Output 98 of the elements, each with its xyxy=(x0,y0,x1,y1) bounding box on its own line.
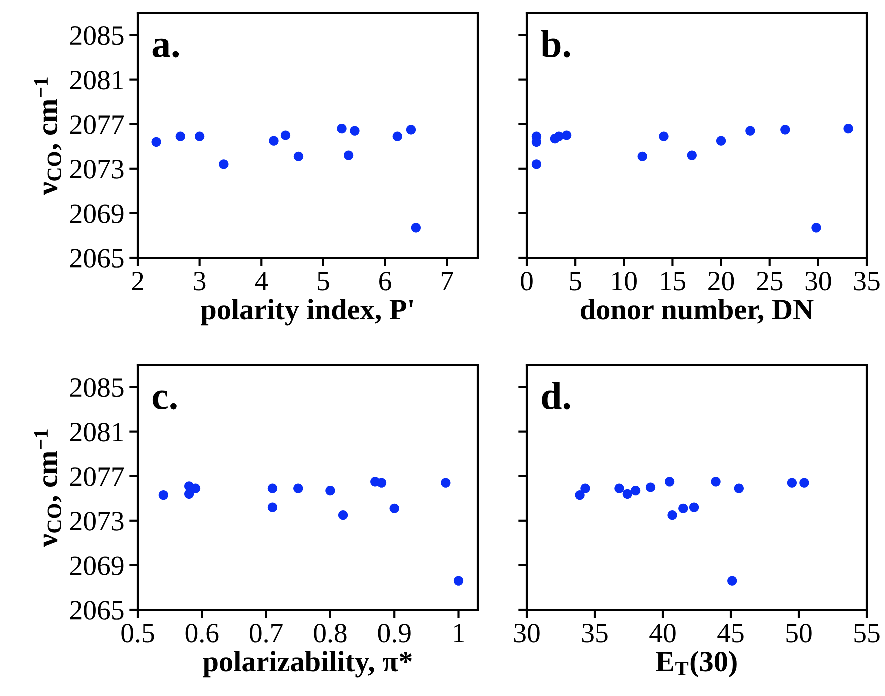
point xyxy=(195,132,205,142)
point xyxy=(787,478,798,488)
point xyxy=(158,490,168,500)
annotation: b. xyxy=(541,30,570,58)
y-tick-label: 2069 xyxy=(70,204,124,224)
point xyxy=(280,130,291,140)
y-tick-label: 2085 xyxy=(70,26,124,46)
point xyxy=(678,504,688,514)
x-tick-label: 35 xyxy=(582,624,608,643)
x-tick-label: 1 xyxy=(454,624,464,642)
annotation: c. xyxy=(152,390,177,410)
x-axis-title: polarizability, π* xyxy=(203,651,412,678)
x-tick-label: 6 xyxy=(380,272,392,291)
point xyxy=(411,223,421,233)
point xyxy=(580,484,590,494)
point xyxy=(344,150,354,160)
point xyxy=(659,132,669,142)
point xyxy=(269,136,279,146)
point xyxy=(630,486,641,496)
point xyxy=(746,126,756,136)
x-tick-label: 25 xyxy=(757,272,783,291)
point xyxy=(689,502,700,512)
point xyxy=(219,160,229,170)
x-axis-title: polarity index, P' xyxy=(201,299,414,326)
point xyxy=(780,125,790,135)
point xyxy=(337,124,347,134)
y-axis-title: ν$_{CO}$, cm$^{−1}$ xyxy=(34,430,62,548)
x-tick-label: 5 xyxy=(318,272,330,291)
point xyxy=(392,132,402,142)
x-tick-label: 3 xyxy=(194,272,206,291)
x-tick-label: 7 xyxy=(442,272,454,290)
y-tick-label: 2081 xyxy=(70,70,124,90)
point xyxy=(190,484,201,494)
point xyxy=(711,477,721,487)
y-tick-label: 2073 xyxy=(70,160,124,179)
y-tick-label: 2073 xyxy=(70,512,124,531)
x-tick-label: 0.8 xyxy=(314,624,347,643)
point xyxy=(622,489,632,499)
point xyxy=(176,132,186,142)
point xyxy=(646,482,656,492)
point xyxy=(294,484,304,494)
point xyxy=(562,130,572,140)
point xyxy=(268,502,278,512)
x-tick-label: 15 xyxy=(661,272,686,291)
x-tick-label: 30 xyxy=(514,624,540,643)
point xyxy=(326,486,336,496)
x-tick-label: 20 xyxy=(708,272,734,291)
x-axis-title: donor number, DN xyxy=(581,299,814,324)
point xyxy=(441,478,451,488)
x-tick-label: 0.9 xyxy=(378,624,411,643)
point xyxy=(350,126,360,136)
point xyxy=(668,510,678,520)
y-tick-label: 2069 xyxy=(70,556,124,576)
x-axis-title: E$_{T}$(30) xyxy=(656,651,737,678)
y-tick-label: 2077 xyxy=(70,116,124,134)
x-tick-label: 4 xyxy=(255,272,268,290)
point xyxy=(454,576,464,586)
point xyxy=(812,223,822,233)
point xyxy=(406,125,416,135)
y-tick-label: 2065 xyxy=(70,249,124,268)
point xyxy=(638,152,648,162)
point xyxy=(152,137,162,147)
x-tick-label: 30 xyxy=(806,272,832,291)
x-tick-label: 55 xyxy=(854,624,880,643)
x-tick-label: 50 xyxy=(786,624,812,643)
point xyxy=(268,484,278,494)
y-axis-title: ν$_{CO}$, cm$^{−1}$ xyxy=(34,78,62,196)
annotation: a. xyxy=(152,38,180,58)
point xyxy=(728,576,738,586)
point xyxy=(294,152,304,162)
point xyxy=(532,160,542,170)
point xyxy=(614,484,624,494)
point xyxy=(716,136,726,146)
point xyxy=(687,150,697,160)
point xyxy=(390,504,400,514)
point xyxy=(376,478,387,488)
y-tick-label: 2065 xyxy=(70,601,124,620)
x-tick-label: 2 xyxy=(132,272,144,290)
point xyxy=(338,510,348,520)
point xyxy=(664,477,675,487)
x-tick-label: 35 xyxy=(854,272,880,291)
x-tick-label: 0.5 xyxy=(122,624,154,643)
point xyxy=(575,490,585,500)
x-tick-label: 0.6 xyxy=(186,624,219,643)
x-tick-label: 10 xyxy=(612,272,637,291)
x-tick-label: 5 xyxy=(570,272,582,291)
point xyxy=(844,124,854,134)
y-tick-label: 2085 xyxy=(70,378,124,398)
point xyxy=(184,489,194,499)
point xyxy=(800,478,810,488)
annotation: d. xyxy=(542,382,570,410)
x-tick-label: 45 xyxy=(718,624,744,643)
y-tick-label: 2081 xyxy=(70,422,124,442)
x-tick-label: 40 xyxy=(650,624,676,643)
x-tick-label: 0 xyxy=(521,272,533,291)
y-tick-label: 2077 xyxy=(70,468,124,486)
x-tick-label: 0.7 xyxy=(250,624,283,643)
point xyxy=(734,484,744,494)
